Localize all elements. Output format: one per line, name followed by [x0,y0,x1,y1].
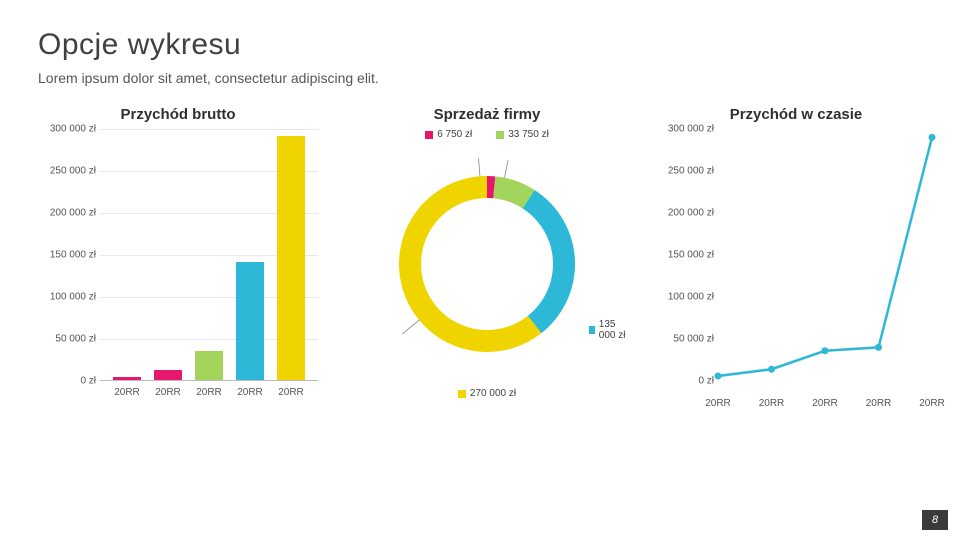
donut-slice [523,190,575,333]
bar-chart-panel: Przychód brutto 20RR 20RR 20RR 20RR 20RR 0 z… [38,106,318,409]
bar-chart: 20RR 20RR 20RR 20RR 20RR 0 zł 50 000 zł 100 00… [38,129,318,409]
bar [195,351,223,380]
page-number-badge: 8 [922,510,948,530]
line-marker [715,372,722,379]
line-marker [822,347,829,354]
bar-x-tick-label: 20RR [155,387,181,398]
donut-chart-title: Sprzedaż firmy [434,106,541,123]
line-chart: 0 zł50 000 zł100 000 zł150 000 zł200 000… [656,129,936,409]
legend-item: 6 750 zł [425,129,472,140]
bar [277,136,305,380]
page-title: Opcje wykresu [38,28,922,62]
legend-item: 270 000 zł [458,388,516,399]
donut-chart-panel: Sprzedaż firmy 6 750 zł 33 750 zł 270 000… [342,106,632,409]
donut-chart [342,144,632,384]
bar-x-tick-label: 20RR [278,387,304,398]
bar [113,377,141,380]
bar-y-tick-label: 150 000 zł [38,250,96,261]
bar-x-tick-label: 20RR [196,387,222,398]
donut-callout: 135 000 zł [589,319,632,341]
bar-y-tick-label: 50 000 zł [38,334,96,345]
bar-chart-title: Przychód brutto [121,106,236,123]
bar [236,262,264,380]
line-chart-panel: Przychód w czasie 0 zł50 000 zł100 000 z… [656,106,936,409]
line-plot [656,129,936,409]
line-marker [929,134,936,141]
bar [154,370,182,380]
bar-y-tick-label: 0 zł [38,376,96,387]
page-subtitle: Lorem ipsum dolor sit amet, consectetur … [38,70,922,86]
bar-y-tick-label: 300 000 zł [38,124,96,135]
line-marker [875,344,882,351]
bar-y-tick-label: 200 000 zł [38,208,96,219]
line-chart-title: Przychód w czasie [730,106,863,123]
bar-y-tick-label: 250 000 zł [38,166,96,177]
bar-y-tick-label: 100 000 zł [38,292,96,303]
donut-legend-top: 6 750 zł 33 750 zł [342,129,632,140]
bar-x-tick-label: 20RR [237,387,263,398]
legend-item: 33 750 zł [496,129,549,140]
donut-legend-bottom: 270 000 zł [342,388,632,399]
line-marker [768,366,775,373]
bar-x-tick-label: 20RR [114,387,140,398]
